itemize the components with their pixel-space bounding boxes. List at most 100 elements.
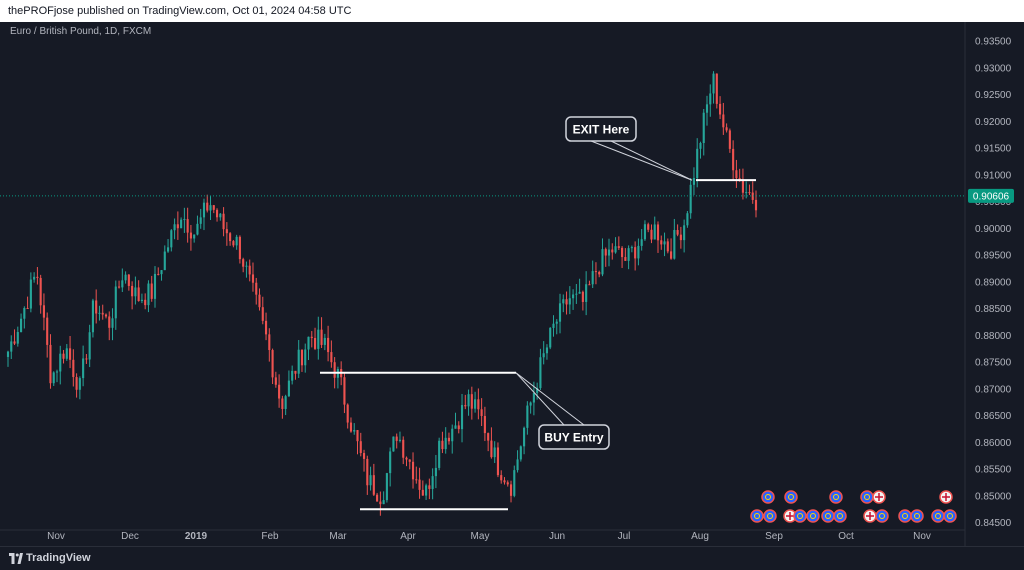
economic-event-icon[interactable] bbox=[863, 509, 877, 523]
candle-body bbox=[405, 457, 408, 460]
candle-body bbox=[117, 286, 121, 288]
economic-event-icon-stars bbox=[864, 494, 870, 500]
economic-event-icon-ring bbox=[793, 509, 807, 523]
candle-body bbox=[101, 312, 104, 315]
candle-body bbox=[588, 284, 591, 286]
economic-event-icon[interactable] bbox=[750, 509, 764, 523]
candle-body bbox=[421, 489, 424, 496]
economic-event-icon[interactable] bbox=[763, 509, 777, 523]
candle-body bbox=[91, 300, 94, 333]
time-axis[interactable]: Nov Dec 2019 Feb Mar Apr May Jun Jul Aug Sep Oct Nov bbox=[47, 531, 931, 542]
economic-event-icon-ring bbox=[931, 509, 945, 523]
candle-body bbox=[728, 130, 731, 149]
economic-event-icon[interactable] bbox=[761, 490, 775, 504]
publisher-text: thePROFjose published on TradingView.com… bbox=[8, 5, 352, 17]
candle-body bbox=[300, 349, 304, 366]
candle-body bbox=[496, 447, 500, 476]
price-tick-label: 0.84500 bbox=[975, 518, 1012, 529]
candle-body bbox=[137, 287, 140, 302]
candle-body bbox=[624, 257, 627, 261]
chart-area[interactable]: Euro / British Pound, 1D, FXCM BUY Entry… bbox=[0, 22, 1024, 546]
candle-body bbox=[317, 329, 320, 349]
candle-body bbox=[581, 291, 584, 302]
candle-body bbox=[330, 352, 333, 363]
price-tick-label: 0.89500 bbox=[975, 251, 1012, 262]
candle-body bbox=[310, 336, 313, 339]
price-chart[interactable]: Euro / British Pound, 1D, FXCM BUY Entry… bbox=[0, 22, 1024, 546]
economic-event-icon[interactable] bbox=[821, 509, 835, 523]
candle-body bbox=[163, 251, 166, 271]
economic-event-icon-ring bbox=[833, 509, 847, 523]
candle-body bbox=[562, 299, 565, 304]
candle-body bbox=[565, 299, 568, 305]
candle-body bbox=[186, 219, 189, 233]
buy-entry-callout-label: BUY Entry bbox=[544, 431, 603, 445]
candle-body bbox=[509, 484, 513, 496]
economic-event-icon[interactable] bbox=[783, 509, 797, 523]
candle-body bbox=[16, 332, 19, 344]
candle-body bbox=[402, 439, 405, 458]
candle-body bbox=[235, 236, 238, 246]
candle-body bbox=[552, 323, 555, 328]
candle-body bbox=[26, 307, 29, 309]
candle-body bbox=[503, 480, 506, 483]
economic-event-icon-stars bbox=[935, 513, 941, 519]
time-tick-label: 2019 bbox=[185, 531, 208, 542]
economic-event-icon-ring bbox=[761, 490, 775, 504]
economic-event-icon[interactable] bbox=[806, 509, 820, 523]
candle-body bbox=[572, 294, 575, 299]
last-price-value: 0.90606 bbox=[973, 191, 1010, 202]
economic-event-icon[interactable] bbox=[910, 509, 924, 523]
candle-body bbox=[460, 405, 464, 430]
candle-body bbox=[735, 170, 738, 179]
exit-here-callout-pointer-b bbox=[610, 140, 693, 181]
buy-entry-callout-pointer-b bbox=[515, 372, 585, 426]
time-tick-label: Apr bbox=[400, 531, 416, 542]
candle-body bbox=[180, 219, 183, 229]
economic-event-icon[interactable] bbox=[872, 490, 886, 504]
candle-body bbox=[78, 378, 81, 390]
candle-body bbox=[278, 384, 281, 399]
economic-event-icon[interactable] bbox=[939, 490, 953, 504]
candle-body bbox=[617, 246, 620, 248]
candle-body bbox=[702, 112, 705, 144]
economic-event-icon[interactable] bbox=[875, 509, 889, 523]
price-tick-label: 0.86000 bbox=[975, 438, 1012, 449]
economic-event-icon[interactable] bbox=[833, 509, 847, 523]
candle-body bbox=[529, 402, 532, 406]
candle-body bbox=[447, 437, 451, 442]
economic-event-icon[interactable] bbox=[898, 509, 912, 523]
candle-body bbox=[647, 224, 650, 230]
candle-body bbox=[294, 370, 297, 374]
candle-body bbox=[131, 285, 134, 297]
economic-event-icon[interactable] bbox=[829, 490, 843, 504]
buy-entry-callout-pointer-a bbox=[515, 372, 565, 426]
candle-body bbox=[732, 148, 735, 171]
economic-event-icon[interactable] bbox=[784, 490, 798, 504]
candle-body bbox=[689, 184, 692, 214]
candle-body bbox=[170, 230, 173, 248]
time-tick-label: Jul bbox=[618, 531, 631, 542]
exit-here-callout-label: EXIT Here bbox=[573, 123, 630, 137]
time-tick-label: Jun bbox=[549, 531, 565, 542]
candle-body bbox=[20, 318, 23, 333]
price-tick-label: 0.87500 bbox=[975, 358, 1012, 369]
candle-body bbox=[59, 353, 62, 372]
economic-event-icon[interactable] bbox=[793, 509, 807, 523]
economic-event-icon[interactable] bbox=[860, 490, 874, 504]
exit-here-callout-box bbox=[565, 116, 637, 142]
events-layer[interactable] bbox=[750, 490, 957, 523]
candle-body bbox=[594, 271, 598, 273]
price-axis[interactable]: 0.93500 0.93000 0.92500 0.92000 0.91500 0.910… bbox=[968, 37, 1014, 530]
candle-body bbox=[36, 276, 39, 278]
economic-event-icon[interactable] bbox=[931, 509, 945, 523]
exit-here-callout-pointer-a bbox=[590, 140, 693, 181]
candle-body bbox=[411, 461, 415, 480]
price-tick-label: 0.91500 bbox=[975, 144, 1012, 155]
candle-body bbox=[634, 247, 637, 259]
candle-body bbox=[676, 230, 679, 235]
candle-body bbox=[558, 303, 562, 322]
price-tick-label: 0.92000 bbox=[975, 117, 1012, 128]
economic-event-icon[interactable] bbox=[943, 509, 957, 523]
candle-body bbox=[23, 307, 26, 319]
